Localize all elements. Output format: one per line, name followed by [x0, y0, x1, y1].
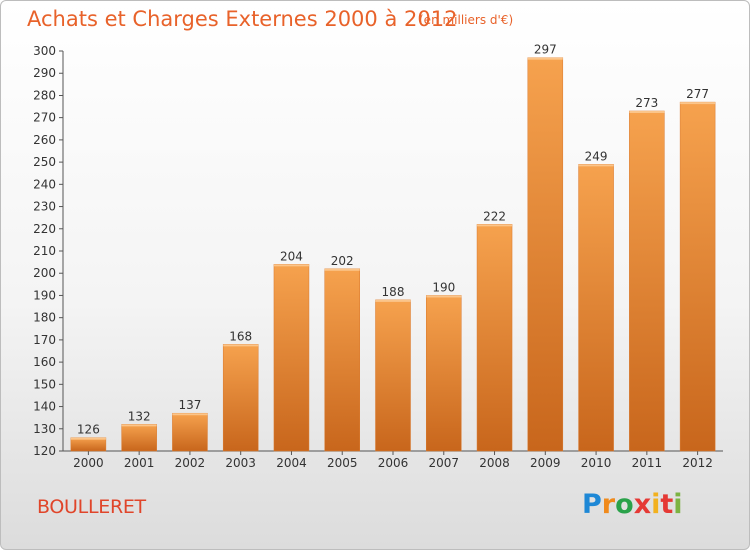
bar-top-highlight — [273, 264, 309, 267]
bar-2002 — [172, 412, 208, 452]
bar-top-highlight — [324, 268, 360, 271]
data-label: 277 — [686, 87, 709, 101]
bar-top-highlight — [680, 102, 716, 105]
bar-2004 — [273, 264, 310, 452]
y-tick-label: 120 — [33, 444, 56, 458]
x-tick-label: 2001 — [124, 456, 155, 470]
bar-top-highlight — [121, 424, 157, 427]
x-tick-label: 2002 — [175, 456, 206, 470]
y-tick-label: 190 — [33, 288, 56, 302]
y-tick-label: 290 — [33, 66, 56, 80]
bar-top-highlight — [477, 224, 513, 227]
logo-letter: r — [601, 489, 616, 520]
x-tick-label: 2011 — [632, 456, 663, 470]
x-tick-label: 2009 — [530, 456, 561, 470]
y-tick-label: 140 — [33, 400, 56, 414]
x-tick-label: 2000 — [73, 456, 104, 470]
chart-title: Achats et Charges Externes 2000 à 2012 — [27, 7, 458, 31]
y-tick-label: 210 — [33, 244, 56, 258]
y-tick-label: 160 — [33, 355, 56, 369]
data-label: 137 — [178, 398, 201, 412]
bar-2003 — [222, 344, 259, 452]
bar-top-highlight — [375, 299, 411, 302]
y-tick-label: 250 — [33, 155, 56, 169]
y-tick-label: 280 — [33, 88, 56, 102]
bar-2012 — [679, 101, 716, 452]
logo-letter: i — [651, 489, 661, 520]
y-tick-label: 130 — [33, 422, 56, 436]
y-tick-label: 200 — [33, 266, 56, 280]
logo-letter: o — [615, 489, 634, 520]
bar-2008 — [476, 224, 513, 452]
proxiti-logo: Proxiti — [582, 489, 683, 520]
x-tick-label: 2007 — [428, 456, 459, 470]
y-tick-label: 220 — [33, 222, 56, 236]
bar-top-highlight — [70, 437, 106, 440]
x-tick-label: 2003 — [225, 456, 256, 470]
bar-2006 — [375, 299, 411, 452]
data-label: 126 — [77, 423, 100, 437]
bar-2009 — [527, 57, 564, 452]
y-tick-label: 150 — [33, 377, 56, 391]
data-label: 222 — [483, 209, 506, 223]
y-tick-label: 230 — [33, 200, 56, 214]
x-tick-label: 2004 — [276, 456, 307, 470]
x-tick-label: 2005 — [327, 456, 358, 470]
x-tick-label: 2008 — [479, 456, 510, 470]
x-tick-label: 2012 — [682, 456, 713, 470]
place-name: BOULLERET — [37, 496, 146, 518]
bar-top-highlight — [426, 295, 462, 298]
data-label: 132 — [128, 409, 151, 423]
data-label: 168 — [229, 329, 252, 343]
y-tick-label: 170 — [33, 333, 56, 347]
bar-top-highlight — [629, 111, 665, 113]
data-label: 249 — [585, 149, 608, 163]
bar-2001 — [121, 424, 157, 452]
data-label: 190 — [432, 280, 455, 294]
bar-2010 — [578, 164, 614, 452]
logo-letter: t — [660, 489, 674, 520]
chart-unit-note: (en milliers d'€) — [419, 13, 514, 27]
logo-letter: x — [633, 489, 652, 520]
y-tick-label: 240 — [33, 177, 56, 191]
y-tick-label: 300 — [33, 44, 56, 58]
bar-2011 — [629, 110, 665, 452]
x-tick-label: 2010 — [581, 456, 612, 470]
data-label: 273 — [635, 96, 658, 110]
bar-top-highlight — [172, 413, 208, 416]
bar-top-highlight — [527, 57, 563, 60]
bar-2007 — [426, 295, 462, 452]
y-tick-label: 260 — [33, 133, 56, 147]
bar-top-highlight — [223, 344, 259, 347]
x-tick-label: 2006 — [378, 456, 409, 470]
data-label: 297 — [534, 43, 557, 57]
data-label: 188 — [382, 285, 405, 299]
logo-letter: i — [673, 489, 683, 520]
bar-2005 — [324, 268, 360, 452]
logo-letter: P — [582, 489, 602, 520]
y-tick-label: 270 — [33, 111, 56, 125]
y-tick-label: 180 — [33, 311, 56, 325]
data-label: 204 — [280, 249, 303, 263]
bar-top-highlight — [578, 164, 614, 167]
data-label: 202 — [331, 254, 354, 268]
